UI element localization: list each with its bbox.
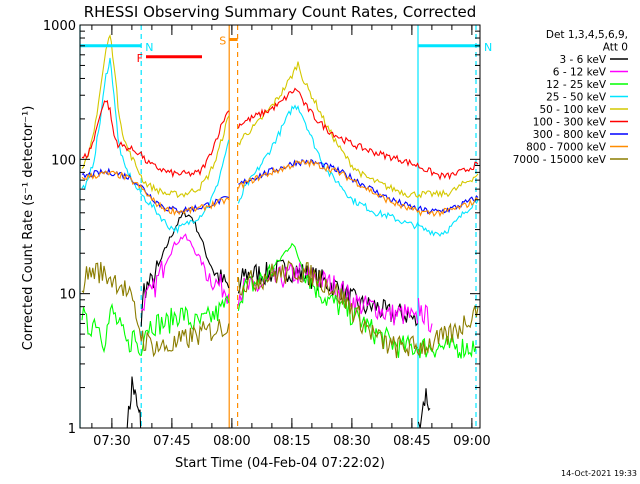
legend-header-0: Det 1,3,4,5,6,9, <box>546 29 628 41</box>
y-tick-label-0: 1 <box>68 422 76 437</box>
legend-label-5: 100 - 300 keV <box>533 117 607 129</box>
legend-label-0: 3 - 6 keV <box>559 54 606 66</box>
series-5-segment-1 <box>237 87 479 181</box>
series-2-segment-0 <box>81 295 230 356</box>
series-4-segment-1 <box>238 61 479 199</box>
series-0-segment-1 <box>140 208 230 327</box>
legend-label-2: 12 - 25 keV <box>546 79 607 91</box>
x-tick-label-3: 08:15 <box>273 434 310 449</box>
series-2-segment-1 <box>237 242 418 358</box>
series-4-segment-0 <box>81 33 230 199</box>
y-axis-label: Corrected Count Rate (s⁻¹ detector⁻¹) <box>21 106 36 351</box>
legend-label-1: 6 - 12 keV <box>553 67 607 79</box>
x-axis-label: Start Time (04-Feb-04 07:22:02) <box>175 456 385 471</box>
y-tick-label-2: 100 <box>51 153 76 168</box>
legend-label-6: 300 - 800 keV <box>533 129 607 141</box>
series-3-segment-1 <box>237 104 479 237</box>
series-0-segment-0 <box>126 376 142 429</box>
chart-title: RHESSI Observing Summary Count Rates, Co… <box>84 3 477 21</box>
legend-label-3: 25 - 50 keV <box>546 92 607 104</box>
annotation-label-2: F <box>137 52 143 65</box>
x-tick-label-4: 08:30 <box>333 434 370 449</box>
series-5-segment-0 <box>81 99 230 179</box>
series-0-segment-2 <box>237 259 419 327</box>
y-tick-label-1: 10 <box>59 288 76 303</box>
plot-frame <box>79 24 481 429</box>
series-1-segment-2 <box>417 297 433 333</box>
x-tick-label-6: 09:00 <box>453 434 490 449</box>
x-tick-label-2: 08:00 <box>213 434 250 449</box>
x-tick-label-1: 07:45 <box>153 434 190 449</box>
series-0-segment-3 <box>417 388 431 429</box>
annotation-label-3: S <box>219 34 226 47</box>
generation-timestamp: 14-Oct-2021 19:33 <box>561 469 637 478</box>
series-8-segment-0 <box>81 262 230 358</box>
legend-label-7: 800 - 7000 keV <box>526 142 607 154</box>
series-7-segment-1 <box>237 159 479 218</box>
annotation-label-0: N <box>145 41 153 54</box>
y-tick-label-3: 1000 <box>43 19 76 34</box>
legend-label-8: 7000 - 15000 keV <box>513 154 607 166</box>
series-8-segment-1 <box>237 260 479 359</box>
legend-header-1: Att 0 <box>603 42 628 54</box>
series-3-segment-0 <box>81 57 230 234</box>
series-7-segment-0 <box>81 170 230 217</box>
series-1-segment-0 <box>140 233 230 312</box>
annotation-label-1: N <box>484 41 492 54</box>
x-tick-label-5: 08:45 <box>393 434 430 449</box>
x-tick-label-0: 07:30 <box>93 434 130 449</box>
legend-label-4: 50 - 100 keV <box>539 104 606 116</box>
